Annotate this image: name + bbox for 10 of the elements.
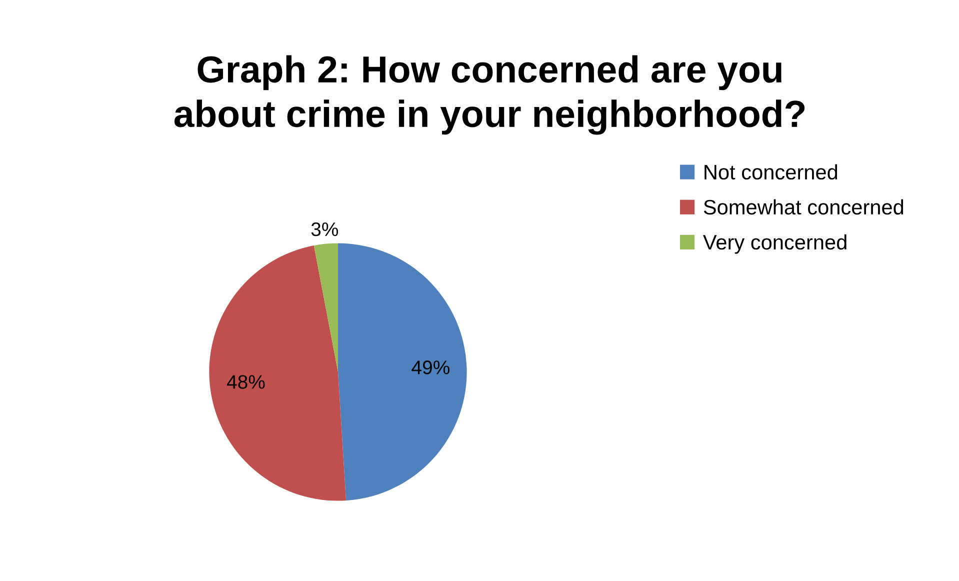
data-label: 3% <box>311 222 338 236</box>
data-label: 48% <box>226 375 265 389</box>
chart-title: Graph 2: How concerned are you about crime in your neighborhood? <box>174 55 805 135</box>
pie-slice <box>209 245 346 501</box>
pie-slice <box>338 243 467 501</box>
legend-label: Not concerned <box>704 164 838 180</box>
legend-label: Very concerned <box>703 234 846 254</box>
data-label: 49% <box>412 360 450 374</box>
legend-label: Somewhat concerned <box>704 199 904 215</box>
pie-slice <box>314 243 338 372</box>
